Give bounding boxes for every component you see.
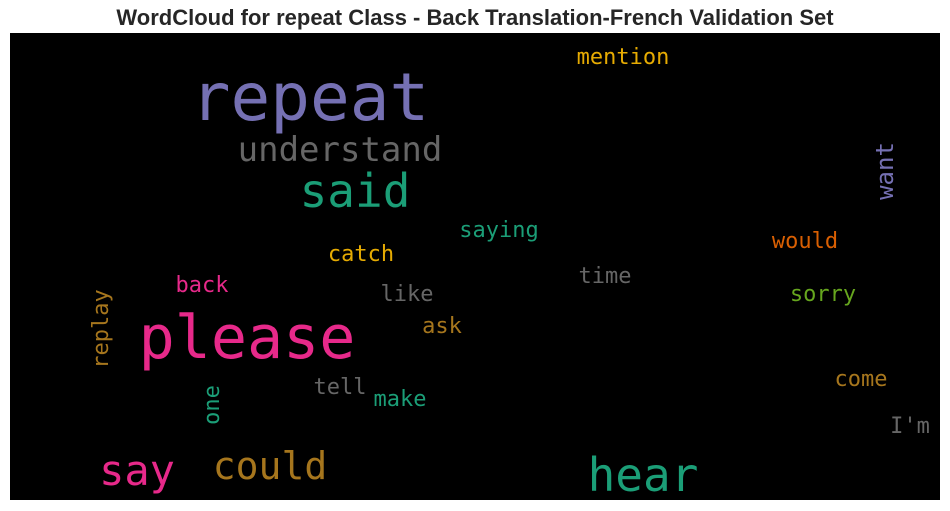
word-hear: hear — [587, 448, 699, 500]
word-tell: tell — [313, 375, 367, 400]
word-said: said — [299, 164, 411, 218]
word-time: time — [578, 264, 632, 289]
word-im: I'm — [890, 414, 930, 439]
word-like: like — [380, 282, 434, 307]
word-please: please — [138, 303, 356, 373]
word-want: want — [871, 142, 899, 200]
chart-title: WordCloud for repeat Class - Back Transl… — [116, 5, 834, 30]
word-replay: replay — [89, 289, 114, 369]
word-could: could — [212, 444, 328, 488]
word-cloud: repeat please hear said say could unders… — [10, 33, 940, 500]
word-understand: understand — [237, 130, 443, 170]
word-mention: mention — [576, 45, 670, 70]
word-back: back — [175, 273, 229, 298]
word-catch: catch — [327, 242, 395, 267]
word-say: say — [99, 446, 175, 495]
word-make: make — [373, 387, 427, 412]
word-would: would — [771, 229, 839, 254]
word-ask: ask — [422, 314, 462, 339]
word-one: one — [200, 385, 225, 425]
word-saying: saying — [459, 218, 539, 243]
word-sorry: sorry — [789, 282, 857, 307]
word-repeat: repeat — [190, 59, 430, 136]
word-come: come — [834, 367, 888, 392]
